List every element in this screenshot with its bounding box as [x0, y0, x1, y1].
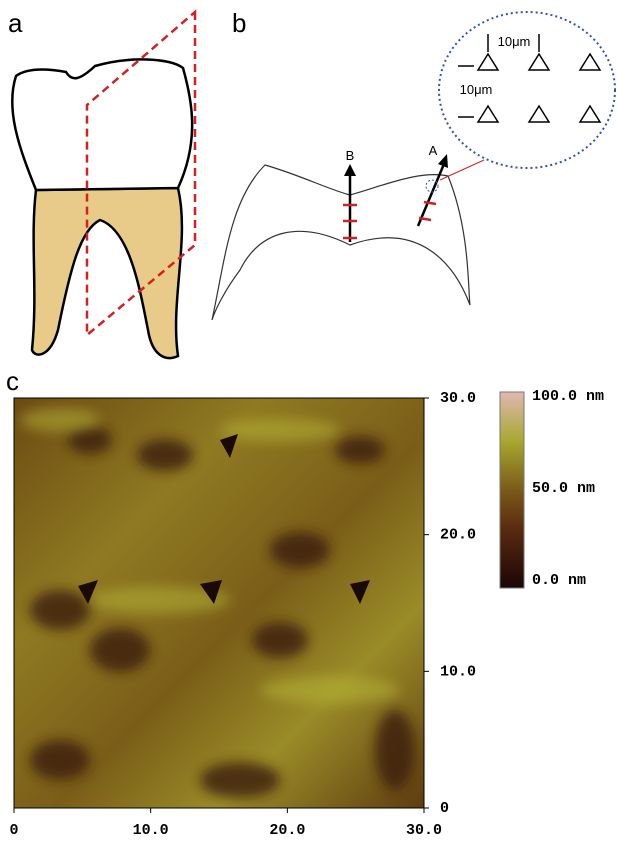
panel-label: a	[8, 8, 23, 38]
tooth-crown	[12, 59, 192, 190]
section-outline	[212, 165, 470, 320]
afm-image	[14, 398, 424, 808]
x-tick-label: 20.0	[269, 822, 305, 839]
colorbar	[500, 392, 524, 588]
y-tick-label: 10.0	[440, 663, 476, 680]
y-tick-label: 20.0	[440, 527, 476, 544]
arrowhead	[438, 154, 448, 168]
y-tick-label: 30.0	[440, 390, 476, 407]
measure-marks	[343, 202, 436, 238]
colorbar-label: 100.0 nm	[532, 388, 604, 405]
arrow-label: A	[429, 143, 438, 158]
figure: a b B A 10μm 10μm c	[0, 0, 617, 843]
y-tick-label: 0	[440, 800, 449, 817]
panel-label: c	[6, 366, 19, 396]
arrowhead	[344, 164, 356, 176]
scale-label: 10μm	[498, 34, 531, 49]
arrow	[418, 164, 444, 226]
x-tick-label: 0	[9, 822, 18, 839]
colorbar-label: 50.0 nm	[532, 480, 595, 497]
x-tick-label: 30.0	[406, 822, 442, 839]
colorbar-label: 0.0 nm	[532, 572, 586, 589]
scale-label: 10μm	[460, 82, 493, 97]
x-tick-label: 10.0	[133, 822, 169, 839]
arrow-label: B	[346, 148, 355, 163]
panel-label: b	[232, 8, 246, 38]
